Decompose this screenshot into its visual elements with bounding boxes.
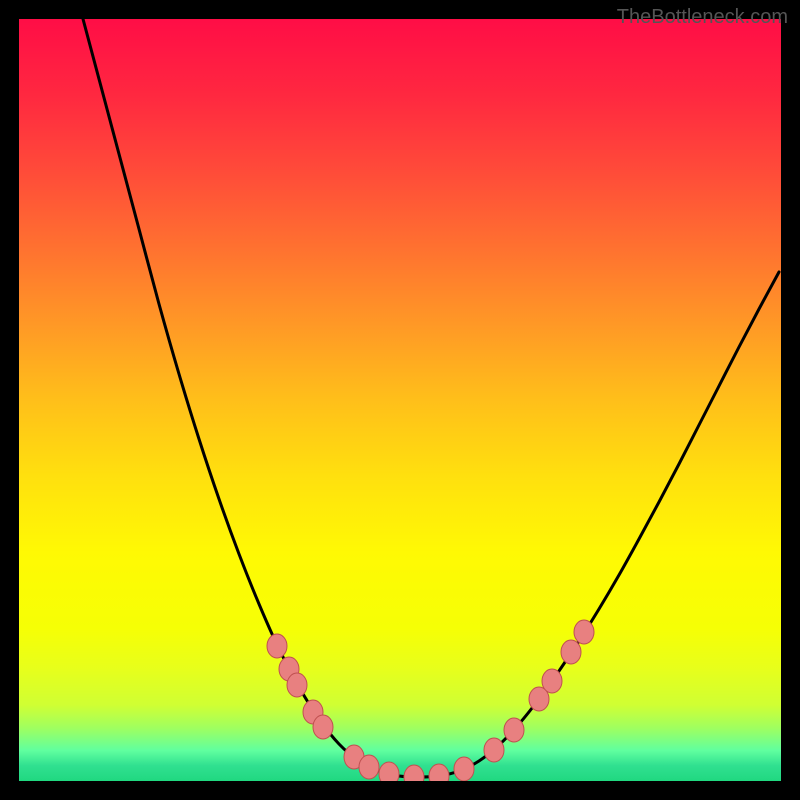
data-marker [542,669,562,693]
data-marker [454,757,474,781]
chart-container: TheBottleneck.com [0,0,800,800]
data-marker [359,755,379,779]
data-marker [504,718,524,742]
gradient-background [19,19,781,781]
data-marker [313,715,333,739]
data-marker [379,762,399,781]
watermark-text: TheBottleneck.com [617,6,788,29]
data-marker [561,640,581,664]
bottleneck-curve-chart [19,19,781,781]
data-marker [267,634,287,658]
plot-area [19,19,781,781]
data-marker [287,673,307,697]
data-marker [574,620,594,644]
data-marker [484,738,504,762]
